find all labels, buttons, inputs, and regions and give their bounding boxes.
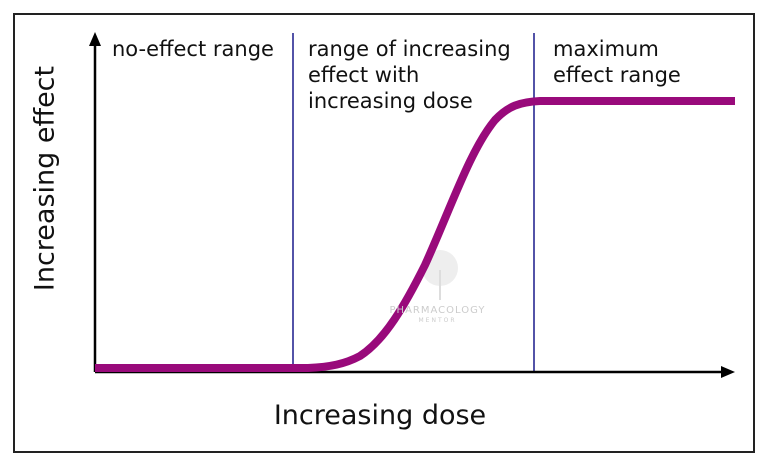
watermark-subtext: MENTOR: [418, 317, 457, 324]
region-label-no-effect: no-effect range: [112, 36, 274, 62]
label-line: no-effect range: [112, 37, 274, 61]
label-line: range of increasing: [308, 37, 511, 61]
dose-response-curve: [95, 97, 735, 372]
label-line: effect range: [553, 63, 681, 87]
region-label-maximum: maximum effect range: [553, 36, 681, 88]
frame: [13, 13, 755, 453]
y-axis-arrow-icon: [89, 32, 101, 46]
watermark-text: PHARMACOLOGY: [389, 305, 486, 316]
x-axis-arrow-icon: [721, 366, 735, 378]
x-axis-label: Increasing dose: [273, 400, 487, 431]
region-label-increasing: range of increasing effect with increasi…: [308, 36, 511, 114]
label-line: effect with: [308, 63, 420, 87]
y-axis-label: Increasing effect: [29, 65, 61, 292]
label-line: increasing dose: [308, 89, 473, 113]
label-line: maximum: [553, 37, 659, 61]
